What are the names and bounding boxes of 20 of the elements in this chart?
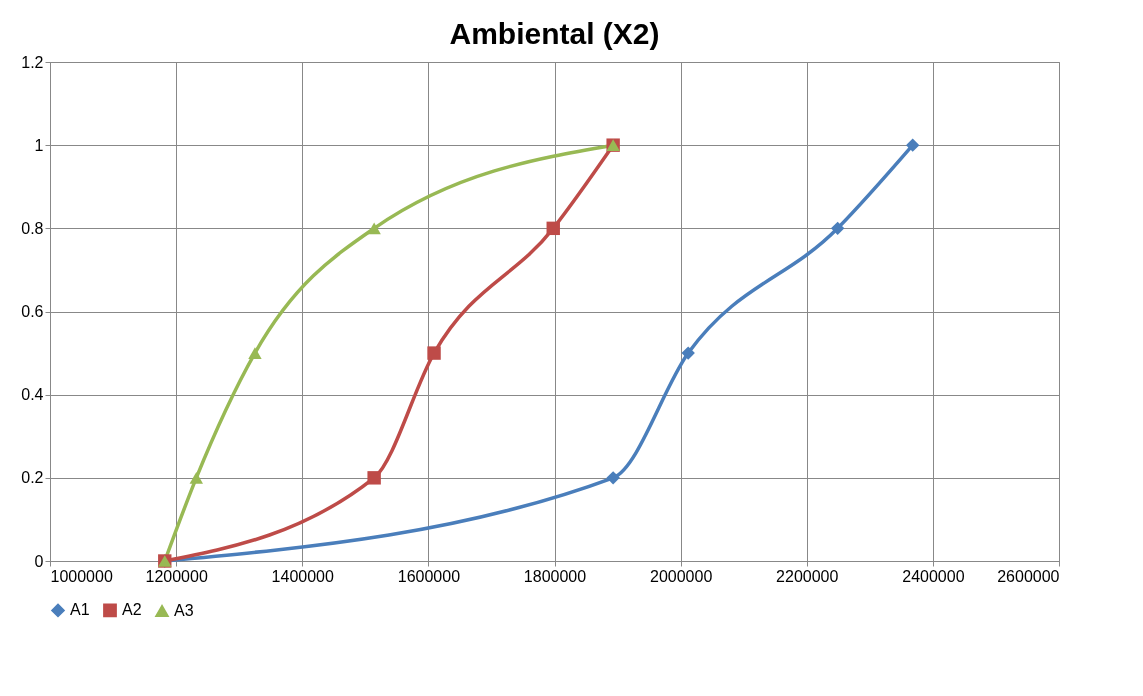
x-tick-label: 1600000 xyxy=(397,567,461,585)
x-tick-label: 2600000 xyxy=(997,567,1060,585)
y-tick-label: 0.6 xyxy=(21,303,44,320)
x-tick-label: 2400000 xyxy=(902,567,965,585)
chart-title: Ambiental (X2) xyxy=(449,17,660,50)
legend-label: A2 xyxy=(122,601,142,619)
y-tick-label: 0.8 xyxy=(21,219,44,237)
y-tick-label: 1.2 xyxy=(21,53,44,71)
y-tick-label: 0 xyxy=(34,552,44,570)
x-tick-label: 1000000 xyxy=(50,567,113,585)
legend-label: A3 xyxy=(174,601,194,619)
x-tick-label: 2200000 xyxy=(776,567,839,585)
y-tick-label: 0.2 xyxy=(21,469,44,487)
y-tick-label: 0.4 xyxy=(21,386,44,404)
x-tick-label: 1200000 xyxy=(145,567,208,585)
x-tick-label: 2000000 xyxy=(649,567,713,585)
y-tick-label: 1 xyxy=(34,136,44,154)
legend-label: A1 xyxy=(70,601,90,619)
x-tick-label: 1800000 xyxy=(523,567,587,585)
x-tick-label: 1400000 xyxy=(271,567,334,585)
